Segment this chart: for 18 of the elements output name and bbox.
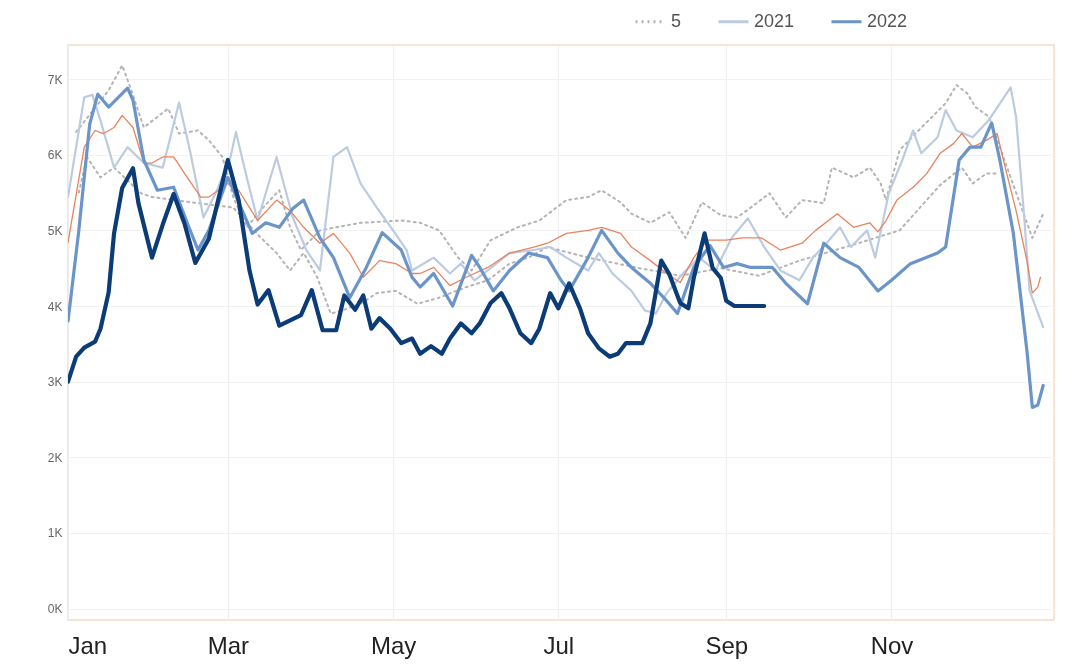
y-tick-label: 2K [47,450,63,465]
x-tick-label: Sep [705,631,749,659]
y-tick-label: 3K [47,375,63,390]
x-tick-label: Mar [207,631,249,659]
legend-label: 5 [671,10,682,31]
y-tick-label: 4K [47,299,63,314]
y-tick-label: 7K [47,72,63,87]
line-series [68,157,767,384]
x-tick-label: Jan [68,631,108,659]
x-tick-label: Nov [870,631,914,659]
x-tick-label: May [370,631,417,659]
y-tick-label: 1K [47,526,63,541]
legend-label: 2021 [754,10,795,31]
y-tick-label: 0K [47,602,63,617]
y-tick-label: 6K [47,148,63,163]
y-tick-label: 5K [47,223,63,238]
legend-label: 2022 [867,10,908,31]
x-tick-label: Jul [543,631,575,659]
